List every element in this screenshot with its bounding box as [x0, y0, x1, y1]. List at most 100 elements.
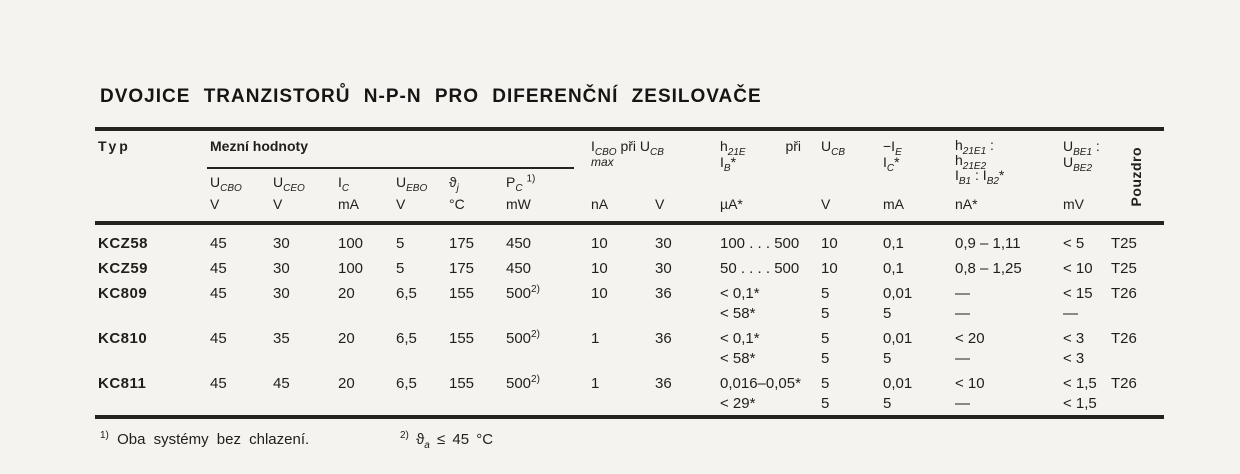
cell-typ: KC811 — [98, 375, 147, 392]
page-title: DVOJICE TRANZISTORŮ N-P-N PRO DIFERENČNÍ… — [100, 86, 762, 107]
cell-pouzdro: T26 — [1111, 285, 1137, 302]
cell-ie: 0,01 5 — [883, 375, 913, 412]
cell-pc: 450 — [506, 260, 532, 277]
cell-pc: 5002) — [506, 329, 540, 348]
header-icbo-label: ICBO při UCB — [591, 138, 664, 158]
header-theta-j-symbol: ϑj — [449, 174, 459, 194]
header-uceo-symbol: UCEO — [273, 174, 305, 194]
cell-ic: 20 — [338, 285, 355, 302]
header-uebo-symbol: UEBO — [396, 174, 428, 194]
header-ic: IC mA — [335, 169, 393, 221]
header-ube: UBE1 : UBE2 mV — [1058, 133, 1108, 221]
header-ie-unit: mA — [883, 196, 904, 212]
table-row: KC811 45 45 20 6,5 155 5002) 1 36 0,016–… — [95, 374, 1164, 414]
cell-uebo: 6,5 — [396, 375, 417, 392]
cell-h21e-ratio: — — — [955, 285, 970, 322]
header-ube-unit: mV — [1063, 196, 1084, 212]
cell-ie: 0,01 5 — [883, 285, 913, 322]
header-theta-j: ϑj °C — [446, 169, 503, 221]
cell-theta-j: 155 — [449, 375, 475, 392]
cell-icbo: 1 — [591, 330, 600, 347]
cell-typ: KCZ59 — [98, 260, 149, 277]
table-row: KCZ59 45 30 100 5 175 450 10 30 50 . . .… — [95, 259, 1164, 279]
cell-uceo: 30 — [273, 285, 290, 302]
cell-ucb1: 30 — [655, 260, 672, 277]
header-ic-symbol: IC — [338, 174, 350, 194]
header-icbo-unit-v: V — [655, 196, 665, 212]
table-top-rule — [95, 127, 1164, 131]
cell-ie: 0,1 — [883, 260, 904, 277]
cell-ic: 20 — [338, 375, 355, 392]
footnote-1: 1) Oba systémy bez chlazení. — [100, 430, 310, 449]
header-uceo: UCEO V — [270, 169, 335, 221]
cell-pc: 5002) — [506, 284, 540, 303]
cell-h21e: < 0,1* < 58* — [720, 285, 760, 322]
cell-uebo: 5 — [396, 260, 405, 277]
header-icbo-units: nA V — [591, 196, 700, 221]
cell-pouzdro: T25 — [1111, 235, 1137, 252]
header-h21e-pri: při — [785, 138, 801, 154]
cell-icbo: 1 — [591, 375, 600, 392]
cell-ube: < 15— — [1063, 285, 1093, 322]
table-row: KC809 45 30 20 6,5 155 5002) 10 36 < 0,1… — [95, 284, 1164, 324]
cell-theta-j: 155 — [449, 285, 475, 302]
cell-uebo: 6,5 — [396, 330, 417, 347]
cell-typ: KC810 — [98, 330, 148, 347]
header-pc-unit: mW — [506, 196, 531, 212]
footnote-2: 2) ϑa ≤ 45 °C — [400, 430, 494, 451]
cell-theta-j: 175 — [449, 260, 475, 277]
cell-ube: < 3 < 3 — [1063, 330, 1085, 367]
cell-icbo: 10 — [591, 285, 608, 302]
cell-ucb1: 36 — [655, 330, 672, 347]
header-ie-label: −IE IC* — [883, 138, 902, 174]
cell-ucb2: 10 — [821, 235, 838, 252]
cell-ucbo: 45 — [210, 235, 227, 252]
header-ucb-label: UCB — [821, 138, 846, 158]
cell-pouzdro: T26 — [1111, 330, 1137, 347]
cell-ic: 100 — [338, 235, 364, 252]
header-ic-unit: mA — [338, 196, 359, 212]
header-icbo-unit-na: nA — [591, 196, 609, 212]
cell-theta-j: 175 — [449, 235, 475, 252]
table-row: KCZ58 45 30 100 5 175 450 10 30 100 . . … — [95, 234, 1164, 254]
cell-pc: 5002) — [506, 374, 540, 393]
cell-h21e: 0,016–0,05* < 29* — [720, 375, 801, 412]
cell-ucbo: 45 — [210, 375, 227, 392]
header-h21e-ratio: h21E1 : h21E2 IB1 : IB2* nA* — [952, 133, 1058, 221]
cell-uebo: 6,5 — [396, 285, 417, 302]
cell-uceo: 30 — [273, 260, 290, 277]
cell-icbo: 10 — [591, 260, 608, 277]
header-h21e-label: h21E IB* — [720, 138, 746, 174]
cell-h21e-ratio: 0,9 – 1,11 — [955, 235, 1021, 252]
cell-typ: KCZ58 — [98, 235, 149, 252]
cell-uceo: 35 — [273, 330, 290, 347]
cell-ucb1: 36 — [655, 375, 672, 392]
header-icbo-group: ICBO při UCB max nA V — [588, 133, 700, 221]
header-ucbo-symbol: UCBO — [210, 174, 242, 194]
cell-pouzdro: T26 — [1111, 375, 1137, 392]
header-pouzdro-label: Pouzdro — [1128, 147, 1144, 207]
cell-theta-j: 155 — [449, 330, 475, 347]
header-ucbo: UCBO V — [207, 169, 270, 221]
cell-h21e-ratio: 0,8 – 1,25 — [955, 260, 1022, 277]
cell-ube: < 1,5 < 1,5 — [1063, 375, 1097, 412]
cell-ucb2: 10 — [821, 260, 838, 277]
header-h21e-group: h21E IB* při µA* — [700, 133, 815, 221]
cell-h21e: 50 . . . . 500 — [720, 260, 800, 277]
header-typ: Typ — [98, 138, 131, 154]
header-h21e-unit: µA* — [720, 196, 743, 212]
header-ucbo-unit: V — [210, 196, 220, 212]
cell-icbo: 10 — [591, 235, 608, 252]
cell-pouzdro: T25 — [1111, 260, 1137, 277]
header-h21e-ratio-unit: nA* — [955, 196, 978, 212]
header-pc: PC 1) mW — [503, 169, 588, 221]
cell-ucbo: 45 — [210, 260, 227, 277]
cell-ucbo: 45 — [210, 330, 227, 347]
header-h21e-ratio-label: h21E1 : h21E2 IB1 : IB2* — [955, 137, 1005, 187]
cell-ie: 0,01 5 — [883, 330, 913, 367]
cell-ube: < 5 — [1063, 235, 1085, 252]
